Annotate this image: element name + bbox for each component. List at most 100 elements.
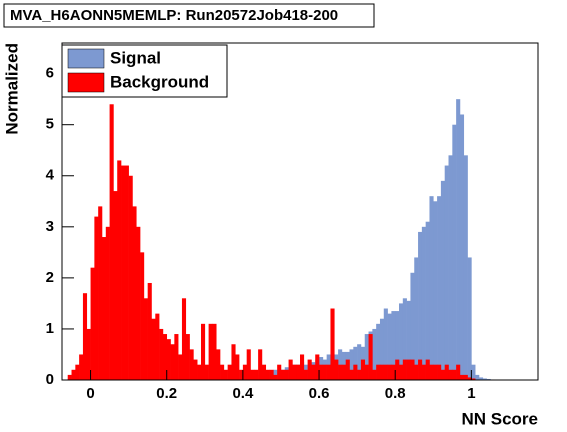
histogram-bar [155,313,160,380]
x-tick-label: 0.2 [156,385,177,402]
histogram-bar [261,364,267,380]
histogram-bar [326,364,331,380]
histogram-bar [452,369,457,380]
histogram-bar [117,160,122,380]
histogram-bar [315,354,320,380]
histogram-bar [159,328,164,380]
histogram-bar [193,359,198,380]
histogram-bar [410,359,415,380]
histogram-bar [307,359,312,380]
y-tick-label: 5 [46,116,54,133]
histogram-bar [395,311,400,380]
y-tick-label: 2 [46,269,54,286]
chart-title: MVA_H6AONN5MEMLP: Run20572Job418-200 [10,7,338,24]
histogram-bar [242,364,247,380]
histogram-bar [429,196,434,380]
histogram-bar [437,364,442,380]
histogram-bar [433,201,438,380]
histogram-bar [341,364,346,380]
x-tick-label: 0.6 [309,385,330,402]
histogram-bar [364,364,369,380]
histogram-bar [440,369,446,380]
histogram-bar [399,364,404,380]
histogram-bar [357,369,362,380]
histogram-bar [456,364,461,380]
histogram-bar [425,221,430,380]
histogram-bar [338,364,343,380]
histogram-bar [254,369,259,380]
histogram-bar [391,311,396,380]
histogram-bar [109,104,114,380]
histogram-bar [140,252,145,380]
histogram-bar [75,364,80,380]
histogram-bar [421,226,426,380]
histogram-bar [345,359,350,380]
histogram-bar [128,175,133,380]
histogram-bar [467,257,472,380]
histogram-bar [284,369,289,380]
histogram-bar [204,364,209,380]
histogram-bar [372,328,377,380]
histogram-bar [459,114,465,380]
histogram-bar [223,369,228,380]
histogram-bar [319,364,324,380]
legend-label: Background [110,72,209,91]
histogram-bar [311,364,316,380]
histogram-bar [151,318,156,380]
histogram-bar [86,328,91,380]
histogram-bar [292,364,297,380]
histogram-bar [212,323,217,380]
histogram-bar [391,364,396,380]
y-tick-label: 1 [46,320,54,337]
histogram-bar [349,349,354,380]
histogram-bar [300,354,305,380]
histogram-bar [383,308,388,380]
histogram-bar [475,374,480,380]
legend-label: Signal [110,48,161,67]
histogram-bar [121,165,126,380]
histogram-bar [444,165,449,380]
histogram-bar [265,369,270,380]
legend-swatch [67,48,105,69]
histogram-bar [220,364,225,380]
histogram-bar [250,369,255,380]
histogram-bar [322,364,327,380]
y-tick-label: 0 [46,371,54,388]
legend-swatch [67,72,105,93]
histogram-bar [433,364,438,380]
histogram-bar [185,334,190,380]
histogram-bar [478,377,484,380]
histogram-bar [471,378,476,380]
histogram-bar [406,359,411,380]
histogram-bar [406,300,411,380]
x-tick-label: 0.8 [385,385,406,402]
histogram-bar [383,364,388,380]
histogram-bar [418,231,423,380]
histogram-bar [467,377,472,380]
histogram-bar [368,334,373,380]
histogram-bar [124,165,129,380]
x-tick-label: 1 [467,385,475,402]
histogram-bar [353,364,358,380]
histogram-bar [174,334,179,380]
histogram-bar [197,364,202,380]
x-tick-label: 0 [86,385,94,402]
histogram-bar [303,369,308,380]
histogram-bar [216,349,221,380]
histogram-bar [170,344,175,380]
histogram-bar [239,369,244,380]
histogram-bar [227,364,232,380]
histogram-bar [288,359,293,380]
histogram-bar [94,216,99,380]
histogram-bar [402,359,407,380]
y-tick-label: 3 [46,218,54,235]
histogram-bar [448,369,453,380]
histogram-bar [105,226,110,380]
histogram-bar [463,155,468,380]
histogram-bar [452,124,457,381]
histogram-bar [71,369,76,380]
histogram-bar [418,359,423,380]
histogram-bar [414,364,419,380]
histogram-bar [399,303,404,380]
